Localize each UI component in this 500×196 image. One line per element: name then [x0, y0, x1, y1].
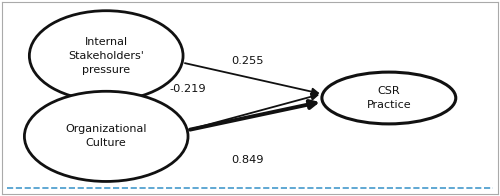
Text: Organizational
Culture: Organizational Culture	[66, 124, 147, 148]
Text: 0.255: 0.255	[232, 56, 264, 66]
Text: Internal
Stakeholders'
pressure: Internal Stakeholders' pressure	[68, 37, 144, 75]
Text: -0.219: -0.219	[170, 84, 206, 94]
Ellipse shape	[24, 91, 188, 181]
Text: 0.849: 0.849	[232, 155, 264, 165]
Text: CSR
Practice: CSR Practice	[366, 86, 411, 110]
Circle shape	[322, 72, 456, 124]
Ellipse shape	[30, 11, 183, 101]
